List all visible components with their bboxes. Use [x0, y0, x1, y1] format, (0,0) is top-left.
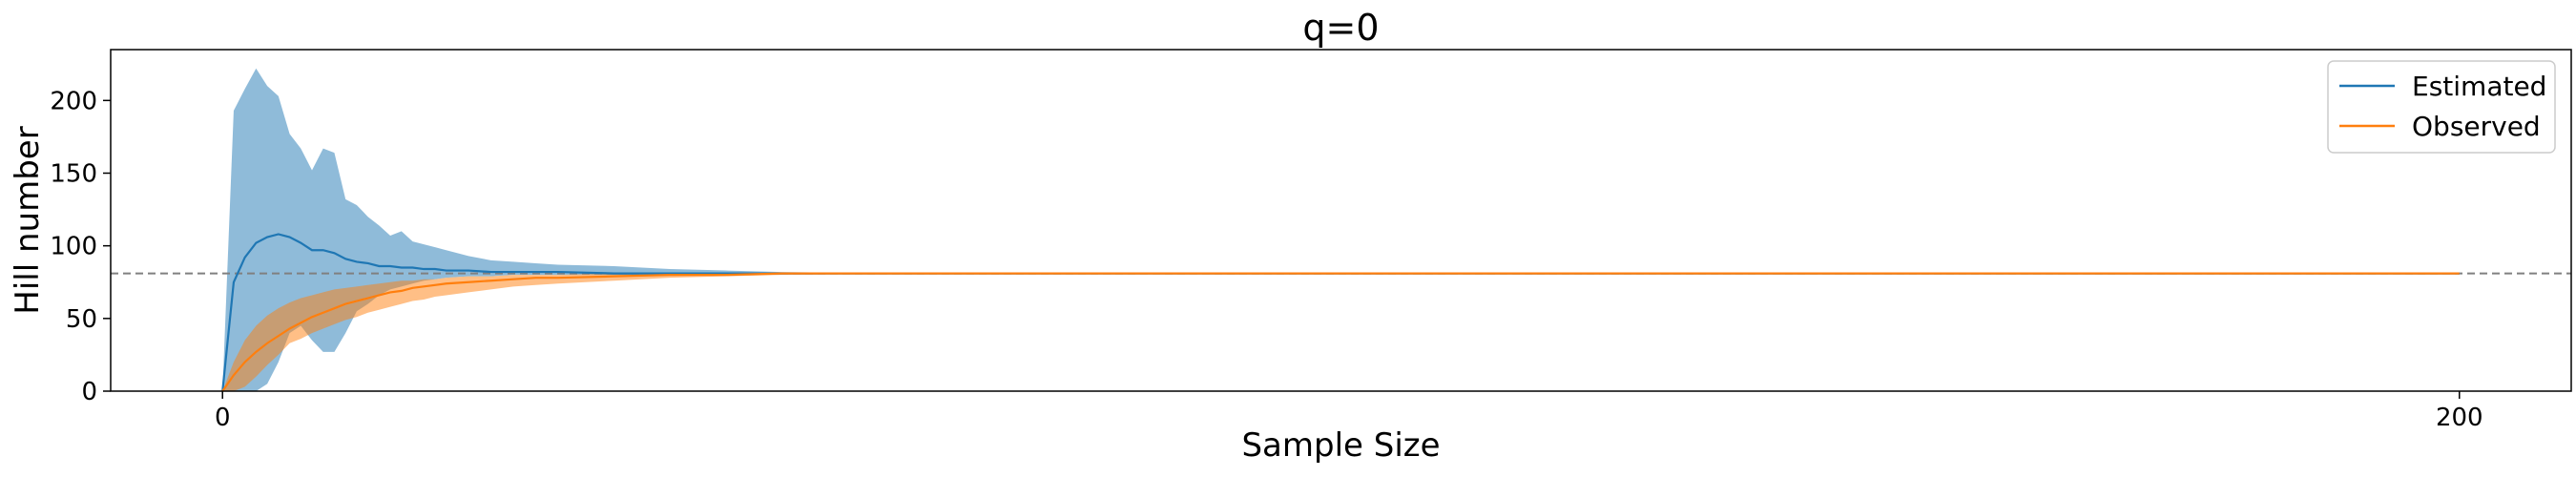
series-lines — [221, 233, 2460, 392]
chart-title: q=0 — [1302, 7, 1379, 49]
legend-box — [2327, 60, 2556, 154]
x-tick-label: 0 — [215, 404, 231, 432]
y-tick-label: 150 — [50, 159, 97, 188]
y-tick-label: 200 — [50, 87, 97, 115]
line-observed — [221, 272, 2460, 392]
band-estimated — [222, 68, 2460, 391]
plot-frame — [110, 49, 2572, 392]
band-observed — [222, 273, 2460, 391]
y-axis-ticks: 0 50 100 150 200 — [50, 87, 111, 406]
legend: Estimated Observed — [2327, 60, 2556, 154]
y-tick-label: 50 — [66, 305, 97, 334]
x-tick-label: 200 — [2436, 404, 2483, 432]
y-axis-label: Hill number — [9, 126, 47, 314]
y-tick-label: 100 — [50, 233, 97, 261]
confidence-bands — [222, 68, 2460, 391]
legend-label-estimated: Estimated — [2412, 71, 2546, 102]
y-tick-label: 0 — [81, 378, 97, 406]
x-axis-label: Sample Size — [1241, 426, 1440, 465]
legend-label-observed: Observed — [2412, 111, 2541, 142]
x-axis-ticks: 0 200 — [215, 391, 2483, 432]
line-estimated — [221, 233, 2460, 392]
